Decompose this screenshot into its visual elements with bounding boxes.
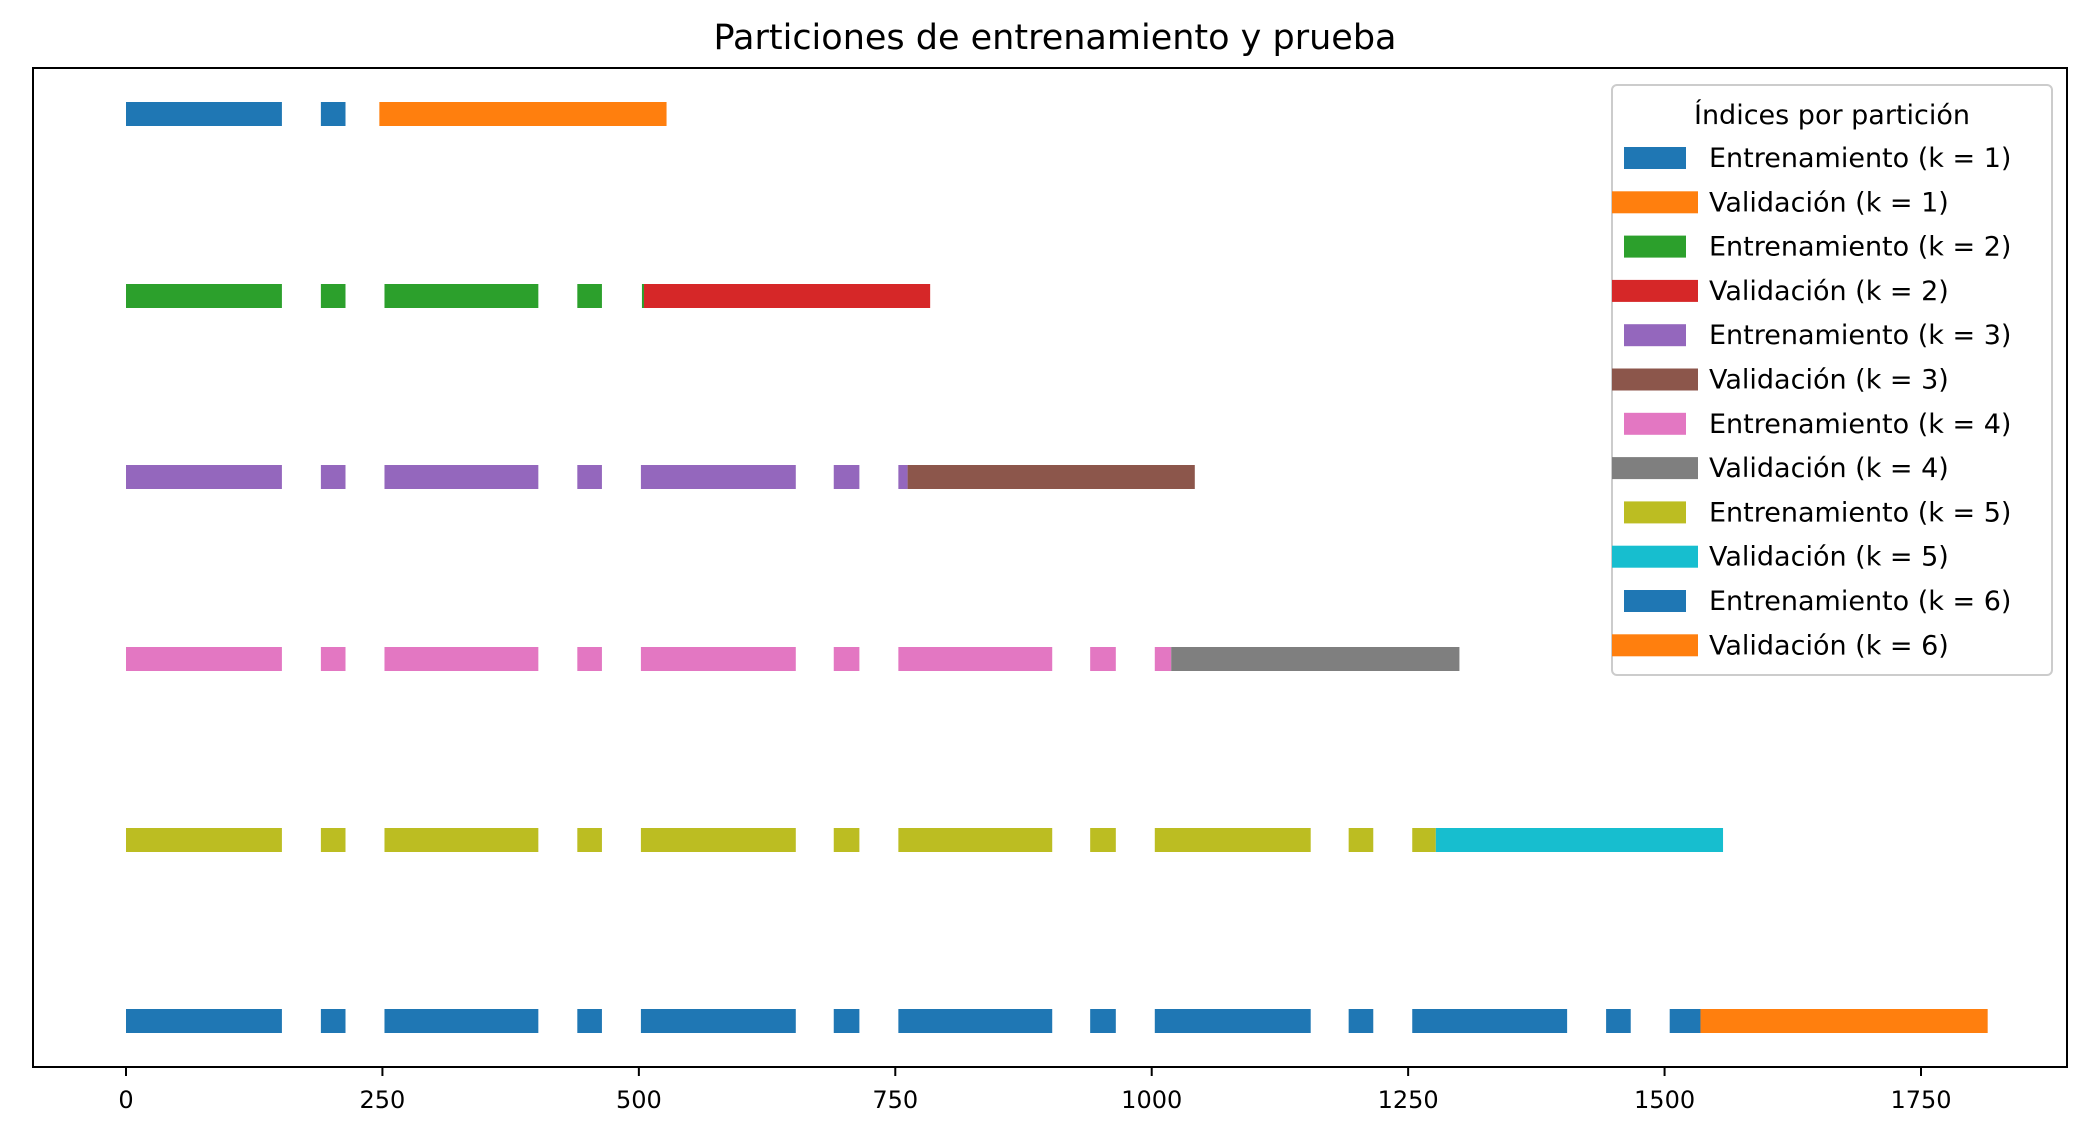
bar-segment-k2-train-0 bbox=[126, 284, 282, 308]
chart-title: Particiones de entrenamiento y prueba bbox=[714, 18, 1397, 58]
bar-segment-k5-train-5 bbox=[833, 828, 860, 852]
bar-segment-k1-train-0 bbox=[126, 102, 282, 126]
bar-segment-k5-train-9 bbox=[1348, 828, 1374, 852]
x-tick-label-500: 500 bbox=[616, 1086, 662, 1114]
legend-swatch-k5-val bbox=[1612, 545, 1698, 568]
legend-swatch-k3-train bbox=[1624, 324, 1686, 347]
legend-swatch-k5-train bbox=[1624, 501, 1686, 524]
legend-swatch-k1-train bbox=[1624, 147, 1686, 169]
bar-segment-k6-train-2 bbox=[384, 1009, 539, 1033]
legend-label-k2-train: Entrenamiento (k = 2) bbox=[1709, 232, 2011, 263]
legend-label-k4-val: Validación (k = 4) bbox=[1709, 453, 1949, 484]
bar-segment-k2-train-4 bbox=[641, 284, 644, 308]
bar-segment-k2-val-0 bbox=[643, 284, 931, 308]
bar-segment-k4-val-0 bbox=[1171, 647, 1460, 671]
legend-swatch-k6-val bbox=[1612, 634, 1698, 657]
bar-segment-k4-train-7 bbox=[1090, 647, 1116, 671]
legend-swatch-k4-val bbox=[1612, 457, 1698, 480]
bar-segment-k3-train-1 bbox=[320, 465, 346, 489]
bar-segment-k3-train-0 bbox=[126, 465, 282, 489]
bar-segment-k2-train-1 bbox=[320, 284, 346, 308]
bar-segment-k3-train-6 bbox=[898, 465, 908, 489]
bar-segment-k4-train-5 bbox=[833, 647, 860, 671]
bar-segment-k6-train-9 bbox=[1348, 1009, 1374, 1033]
bar-segment-k6-train-8 bbox=[1154, 1009, 1311, 1033]
x-tick-label-1500: 1500 bbox=[1634, 1086, 1695, 1114]
legend: Índices por partición Entrenamiento (k =… bbox=[1611, 84, 2053, 676]
x-axis: 0 250 500 750 1000 1250 1500 1750 bbox=[118, 1067, 1952, 1114]
bars-group bbox=[126, 102, 1988, 1033]
x-tick-label-250: 250 bbox=[360, 1086, 406, 1114]
bar-segment-k2-train-3 bbox=[577, 284, 602, 308]
bar-segment-k6-train-10 bbox=[1412, 1009, 1568, 1033]
legend-label-k2-val: Validación (k = 2) bbox=[1709, 276, 1949, 307]
legend-label-k6-train: Entrenamiento (k = 6) bbox=[1709, 586, 2011, 617]
bar-segment-k4-train-2 bbox=[384, 647, 539, 671]
bar-segment-k5-val-0 bbox=[1435, 828, 1724, 852]
legend-items: Entrenamiento (k = 1) Validación (k = 1) E… bbox=[1612, 143, 2011, 661]
bar-segment-k4-train-3 bbox=[577, 647, 602, 671]
legend-swatch-k2-val bbox=[1612, 279, 1698, 302]
bar-segment-k6-val-0 bbox=[1700, 1009, 1988, 1033]
bar-segment-k5-train-6 bbox=[898, 828, 1053, 852]
legend-label-k5-val: Validación (k = 5) bbox=[1709, 542, 1949, 573]
x-tick-label-1250: 1250 bbox=[1378, 1086, 1439, 1114]
bar-segment-k5-train-8 bbox=[1154, 828, 1311, 852]
bar-segment-k6-train-7 bbox=[1090, 1009, 1116, 1033]
bar-segment-k3-train-2 bbox=[384, 465, 539, 489]
bar-segment-k5-train-0 bbox=[126, 828, 282, 852]
legend-swatch-k2-train bbox=[1624, 235, 1686, 258]
bar-segment-k6-train-0 bbox=[126, 1009, 282, 1033]
bar-segment-k6-train-1 bbox=[320, 1009, 346, 1033]
legend-label-k1-train: Entrenamiento (k = 1) bbox=[1709, 143, 2011, 174]
bar-segment-k6-train-4 bbox=[640, 1009, 796, 1033]
bar-segment-k5-train-4 bbox=[640, 828, 796, 852]
legend-swatch-k6-train bbox=[1624, 590, 1686, 612]
bar-segment-k3-val-0 bbox=[907, 465, 1195, 489]
bar-segment-k3-train-4 bbox=[640, 465, 796, 489]
bar-segment-k6-train-6 bbox=[898, 1009, 1053, 1033]
bar-segment-k4-train-8 bbox=[1154, 647, 1172, 671]
bar-segment-k2-train-2 bbox=[384, 284, 539, 308]
x-tick-label-1000: 1000 bbox=[1121, 1086, 1182, 1114]
bar-segment-k1-val-0 bbox=[379, 102, 667, 126]
bar-segment-k4-train-4 bbox=[640, 647, 796, 671]
legend-label-k1-val: Validación (k = 1) bbox=[1709, 187, 1949, 218]
legend-swatch-k3-val bbox=[1612, 368, 1698, 391]
bar-segment-k5-train-10 bbox=[1412, 828, 1436, 852]
bar-segment-k4-train-1 bbox=[320, 647, 346, 671]
legend-label-k3-train: Entrenamiento (k = 3) bbox=[1709, 320, 2011, 351]
bar-segment-k5-train-3 bbox=[577, 828, 602, 852]
bar-segment-k4-train-6 bbox=[898, 647, 1053, 671]
bar-segment-k3-train-3 bbox=[577, 465, 602, 489]
bar-segment-k5-train-7 bbox=[1090, 828, 1116, 852]
x-tick-label-750: 750 bbox=[872, 1086, 918, 1114]
legend-title: Índices por partición bbox=[1694, 99, 1970, 131]
bar-segment-k6-train-3 bbox=[577, 1009, 602, 1033]
x-tick-label-0: 0 bbox=[118, 1086, 133, 1114]
plot-frame bbox=[32, 67, 2068, 1068]
bar-segment-k6-train-5 bbox=[833, 1009, 860, 1033]
bar-segment-k1-train-1 bbox=[320, 102, 346, 126]
legend-label-k5-train: Entrenamiento (k = 5) bbox=[1709, 497, 2011, 528]
bar-segment-k5-train-1 bbox=[320, 828, 346, 852]
x-tick-label-1750: 1750 bbox=[1890, 1086, 1951, 1114]
bar-segment-k3-train-5 bbox=[833, 465, 860, 489]
bar-segment-k5-train-2 bbox=[384, 828, 539, 852]
bar-segment-k6-train-11 bbox=[1606, 1009, 1631, 1033]
bar-segment-k6-train-12 bbox=[1669, 1009, 1701, 1033]
legend-swatch-k4-train bbox=[1624, 412, 1686, 435]
legend-label-k3-val: Validación (k = 3) bbox=[1709, 365, 1949, 396]
legend-label-k4-train: Entrenamiento (k = 4) bbox=[1709, 409, 2011, 440]
legend-label-k6-val: Validación (k = 6) bbox=[1709, 630, 1949, 661]
bar-segment-k4-train-0 bbox=[126, 647, 282, 671]
legend-swatch-k1-val bbox=[1612, 191, 1698, 214]
